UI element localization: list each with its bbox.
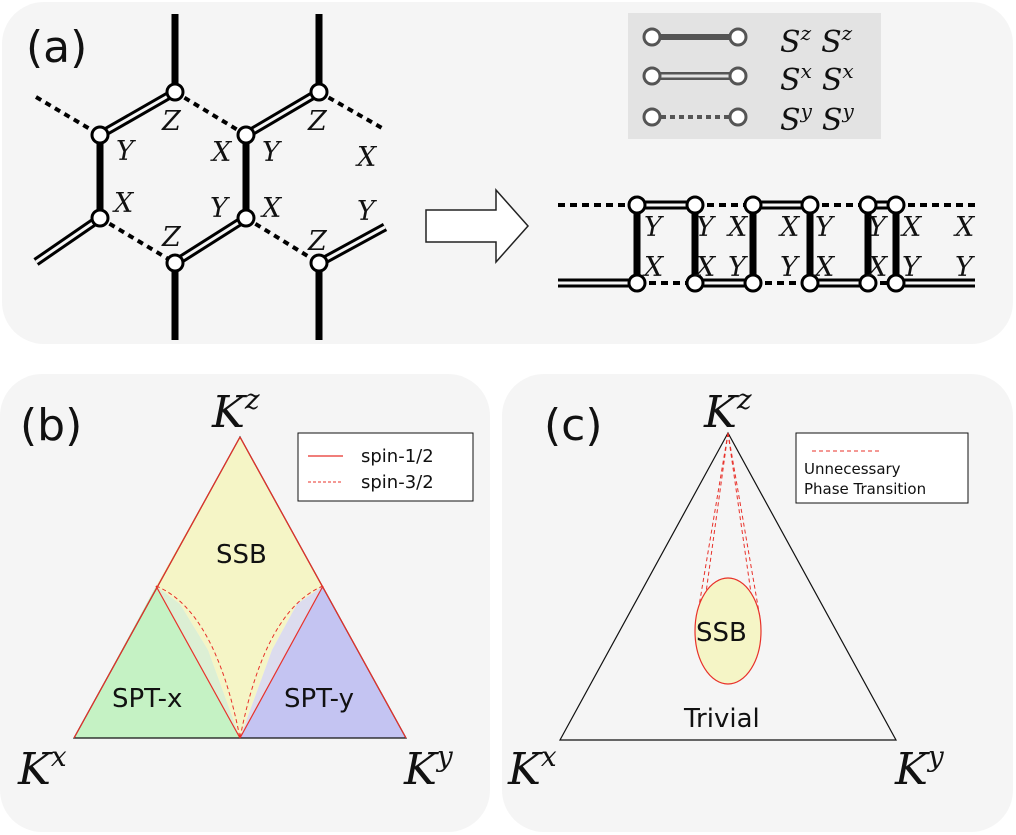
- ladder-label: X: [866, 252, 889, 283]
- ladder-label: X: [900, 212, 923, 243]
- ladder-label: X: [726, 212, 749, 243]
- ladder-label: Y: [696, 212, 716, 243]
- honeycomb-labels: Z Z Y X Y X X X Y Y Z Z: [112, 106, 378, 257]
- panel-a-tag: (a): [26, 22, 87, 73]
- site-label: Z: [307, 106, 328, 137]
- legend-phase-transition: Phase Transition: [804, 480, 926, 498]
- ladder-label: Y: [728, 252, 748, 283]
- ladder-label: Y: [868, 212, 888, 243]
- site-label: Y: [116, 136, 136, 167]
- site-label: X: [112, 188, 135, 219]
- spt-x-region: [74, 586, 240, 738]
- honeycomb-lattice: [33, 14, 388, 340]
- panel-b-tag: (b): [20, 400, 82, 451]
- site-label: Y: [262, 137, 282, 168]
- ladder-lattice: Y Y X X Y Y X X X X Y Y X X Y Y: [558, 195, 976, 293]
- ladder-label: Y: [780, 252, 800, 283]
- ladder-label: Y: [902, 252, 922, 283]
- trivial-label: Trivial: [683, 704, 760, 734]
- ssb-label-c: SSB: [696, 618, 747, 648]
- site-label: X: [355, 142, 378, 173]
- ladder-label: Y: [644, 212, 664, 243]
- spt-x-label: SPT-x: [112, 684, 182, 714]
- site-label: Z: [161, 106, 182, 137]
- corner-kz: Kz: [211, 383, 260, 438]
- spt-y-label: SPT-y: [284, 684, 354, 714]
- legend-unnecessary: Unnecessary: [804, 460, 901, 478]
- ssb-label: SSB: [216, 540, 267, 570]
- ladder-label: Y: [955, 252, 975, 283]
- y-bonds: [34, 90, 383, 265]
- corner-ky: Ky: [403, 740, 454, 795]
- ladder-label: Y: [815, 212, 835, 243]
- ladder-label: X: [778, 212, 801, 243]
- legend-spin-three-half: spin-3/2: [361, 472, 434, 493]
- ladder-label: X: [813, 252, 836, 283]
- site-label: Z: [161, 222, 182, 253]
- site-label: X: [210, 137, 233, 168]
- spt-y-region: [240, 586, 406, 738]
- ladder-labels: Y Y X X Y Y X X X X Y Y X X Y Y: [642, 212, 976, 283]
- corner-kx-c: Kx: [507, 740, 557, 795]
- ladder-label: X: [642, 252, 665, 283]
- spin-legend: spin-1/2 spin-3/2: [297, 432, 474, 502]
- ssb-island: [694, 577, 762, 685]
- corner-kx: Kx: [17, 740, 67, 795]
- legend-double-label: Sx Sx: [780, 59, 854, 98]
- corner-ky-c: Ky: [894, 740, 945, 795]
- z-bonds: [96, 14, 323, 340]
- site-label: Y: [210, 193, 230, 224]
- legend-solid-label: Sz Sz: [780, 21, 853, 60]
- phase-diagram-c: SSB Trivial Kz Kx Ky Unnecessary Phase T…: [507, 383, 969, 795]
- right-arrow-icon: [425, 188, 530, 264]
- ladder-label: X: [953, 212, 976, 243]
- lattice-sites: [90, 82, 329, 273]
- x-bonds: [33, 88, 388, 267]
- legend-dotted-label: Sy Sy: [780, 99, 854, 138]
- transition-legend: Unnecessary Phase Transition: [795, 432, 969, 504]
- panel-c-tag: (c): [544, 400, 603, 451]
- site-label: Z: [307, 226, 328, 257]
- site-label: X: [260, 193, 283, 224]
- corner-kz-c: Kz: [703, 383, 752, 438]
- bond-legend: Sz Sz Sx Sx Sy Sy: [628, 13, 881, 139]
- site-label: Y: [357, 196, 377, 227]
- legend-spin-half: spin-1/2: [361, 446, 434, 467]
- phase-diagram-b: SSB SPT-x SPT-y Kz Kx Ky spin-1/2 spin-3…: [17, 383, 474, 795]
- ladder-label: X: [694, 252, 717, 283]
